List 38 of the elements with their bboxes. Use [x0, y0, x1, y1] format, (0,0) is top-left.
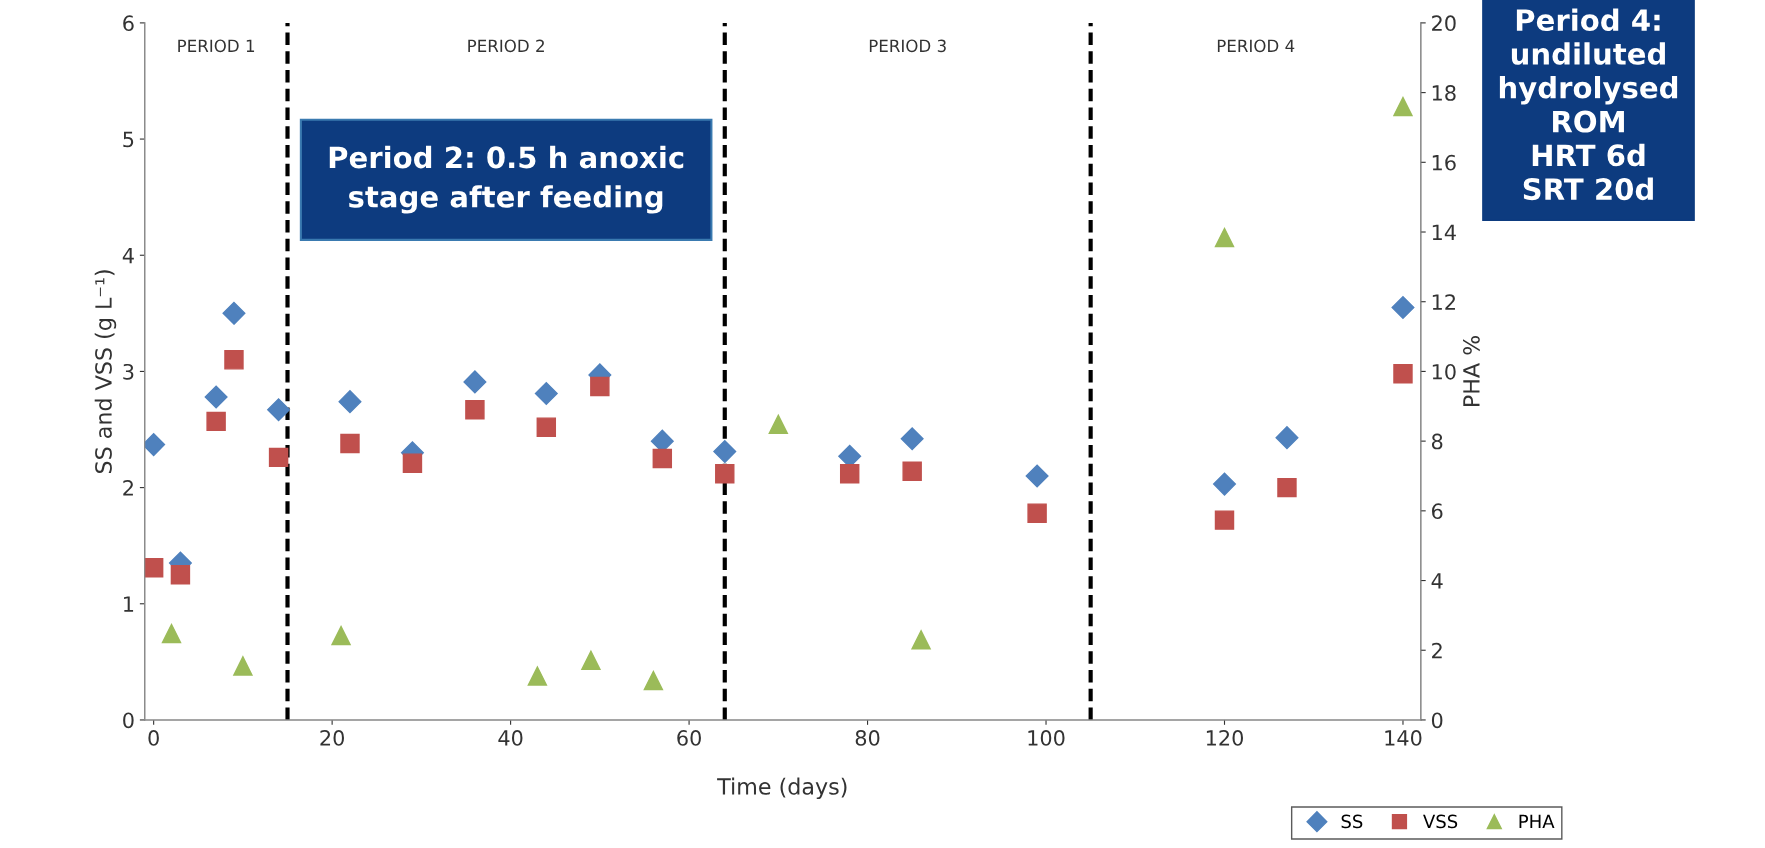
y2-tick-label: 20 [1432, 15, 1456, 32]
x-axis-title: Time (days) [717, 777, 847, 800]
x-tick-label: 20 [320, 730, 344, 746]
x-tick-label: 100 [1028, 730, 1065, 746]
y-tick-label: 0 [123, 712, 134, 729]
y2-tick-label: 14 [1432, 224, 1456, 240]
legend-label: VSS [1423, 814, 1458, 829]
y2-tick-label: 18 [1432, 85, 1456, 101]
y2-tick-label: 6 [1432, 503, 1443, 520]
annotation: Period 2: 0.5 h anoxic stage after feeding [329, 145, 684, 214]
y2-tick-label: 8 [1431, 433, 1443, 450]
y2-tick-label: 4 [1431, 573, 1443, 589]
x-tick-label: 60 [677, 730, 701, 746]
y2-axis-title: PHA % [1463, 335, 1480, 406]
legend-label: SS [1341, 814, 1363, 829]
y-tick-label: 3 [123, 363, 134, 380]
x-tick-label: 0 [148, 730, 159, 746]
legend-label: PHA [1519, 814, 1555, 828]
x-tick-label: 140 [1385, 730, 1422, 746]
y2-tick-label: 12 [1432, 294, 1455, 310]
y-tick-label: 6 [123, 15, 134, 32]
x-tick-label: 40 [498, 730, 523, 746]
text: Period 4: undiluted hydrolysed ROM HRT 6d SRT 20d [1499, 8, 1678, 201]
x-tick-label: 80 [855, 730, 880, 746]
annotation: PERIOD 4 [1217, 39, 1295, 53]
annotation: PERIOD 1 [178, 39, 255, 53]
y2-tick-label: 2 [1432, 642, 1442, 659]
y2-tick-label: 10 [1432, 363, 1456, 380]
y-tick-label: 2 [123, 480, 133, 496]
x-tick-label: 120 [1206, 730, 1243, 746]
y-tick-label: 1 [124, 596, 134, 612]
y-axis-title: SS and VSS (g L⁻¹) [94, 270, 117, 474]
y2-tick-label: 16 [1432, 154, 1456, 171]
y-tick-label: 5 [123, 131, 134, 148]
annotation: PERIOD 3 [869, 39, 946, 53]
y-tick-label: 4 [122, 247, 134, 264]
y2-tick-label: 0 [1431, 712, 1443, 729]
annotation: PERIOD 2 [468, 39, 544, 53]
